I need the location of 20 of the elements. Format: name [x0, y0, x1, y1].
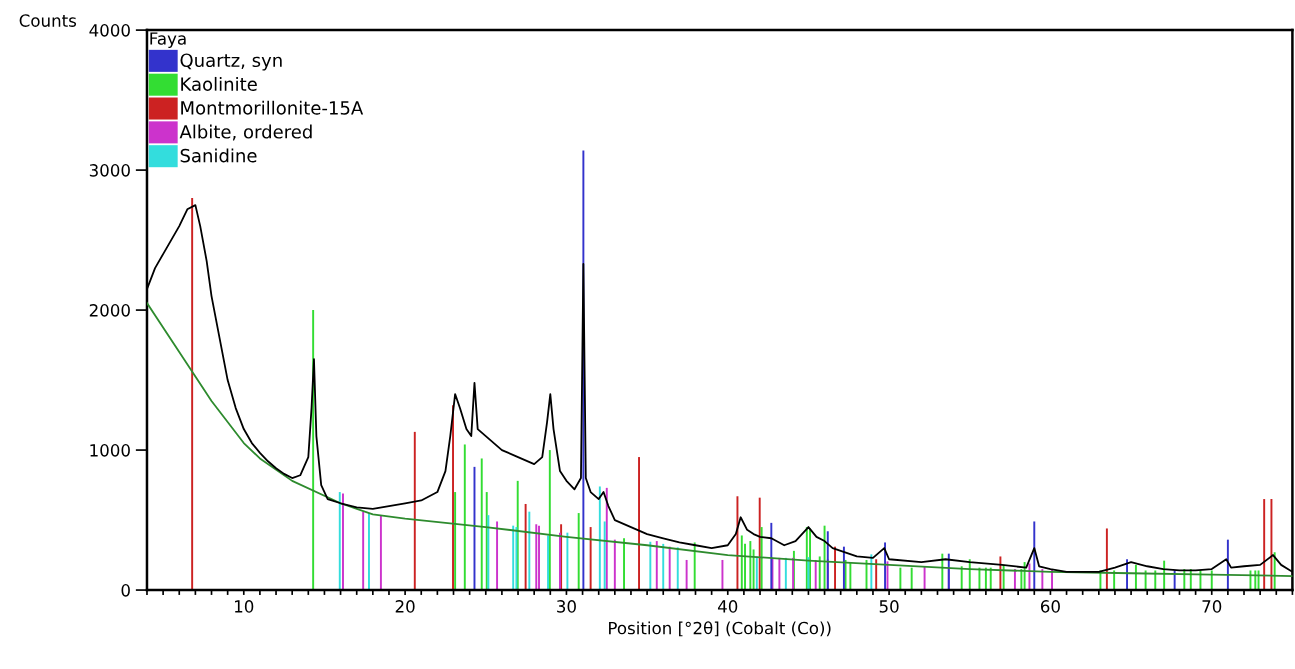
- y-tick-label: 1000: [90, 444, 130, 457]
- x-tick-label: 40: [717, 600, 738, 613]
- x-tick-label: 10: [235, 600, 254, 613]
- x-tick-label: 30: [557, 600, 576, 613]
- x-tick-label: 60: [1040, 600, 1060, 613]
- y-axis-title: Counts: [19, 14, 77, 27]
- x-axis-title: Position [°2θ] (Cobalt (Co)): [609, 621, 831, 637]
- legend-title: Faya: [150, 32, 186, 49]
- x-tick-label: 70: [1202, 600, 1222, 613]
- y-tick-label: 3000: [89, 164, 130, 177]
- legend-label: Albite, ordered: [179, 124, 312, 141]
- y-tick-label: 0: [121, 584, 130, 597]
- y-tick-label: 4000: [89, 24, 130, 37]
- y-tick-label: 2000: [89, 304, 130, 317]
- x-tick-label: 50: [879, 600, 899, 613]
- x-tick-label: 20: [395, 600, 415, 613]
- legend-label: Quartz, syn: [180, 53, 282, 71]
- legend-label: Montmorillonite-15A: [181, 100, 364, 115]
- legend-label: Kaolinite: [181, 76, 257, 91]
- legend-label: Sanidine: [180, 148, 257, 163]
